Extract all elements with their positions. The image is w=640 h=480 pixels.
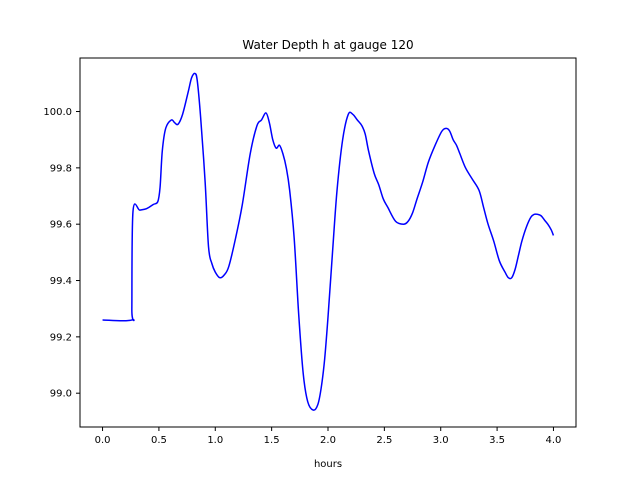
y-tick-label: 99.4 xyxy=(50,276,72,287)
x-tick-label: 1.0 xyxy=(207,435,223,446)
series-line xyxy=(102,72,555,411)
x-tick-label: 3.0 xyxy=(433,435,449,446)
series-layer xyxy=(102,72,555,411)
x-axis: 0.0 0.5 1.0 1.5 2.0 2.5 3.0 3.5 4.0 xyxy=(95,427,562,446)
x-tick-label: 2.5 xyxy=(376,435,392,446)
plot-area xyxy=(79,57,577,428)
x-tick-label: 4.0 xyxy=(546,435,562,446)
x-tick-label: 3.5 xyxy=(489,435,505,446)
y-tick-label: 99.0 xyxy=(50,389,72,400)
x-tick-label: 0.5 xyxy=(151,435,167,446)
y-tick-label: 99.6 xyxy=(50,220,72,231)
chart-title: Water Depth h at gauge 120 xyxy=(242,38,413,52)
y-tick-label: 99.8 xyxy=(50,163,72,174)
x-tick-label: 0.0 xyxy=(95,435,111,446)
y-tick-label: 100.0 xyxy=(43,107,72,118)
x-tick-label: 2.0 xyxy=(320,435,336,446)
y-axis: 99.0 99.2 99.4 99.6 99.8 100.0 xyxy=(43,107,80,400)
x-tick-label: 1.5 xyxy=(264,435,280,446)
y-tick-label: 99.2 xyxy=(50,332,72,343)
x-axis-label: hours xyxy=(314,459,342,470)
